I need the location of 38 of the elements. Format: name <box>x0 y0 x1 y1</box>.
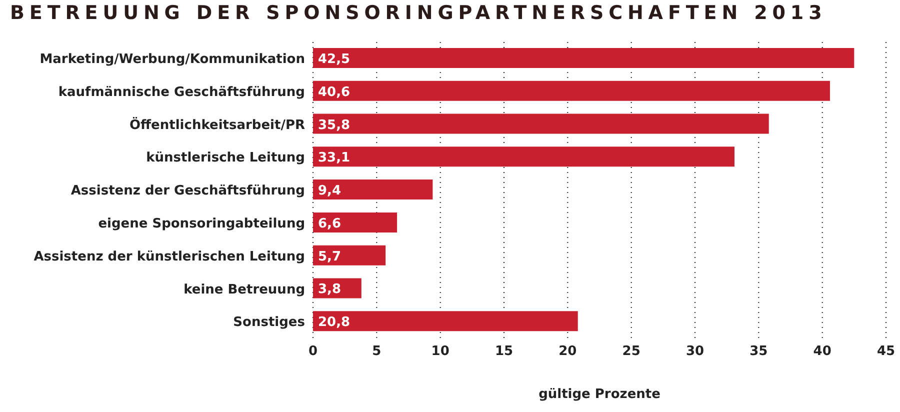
data-label: 33,1 <box>318 150 350 166</box>
data-label: 9,4 <box>318 184 342 199</box>
x-tick-label: 30 <box>686 344 704 360</box>
y-tick-label: Assistenz der Geschäftsführung <box>70 184 305 199</box>
y-tick-label: künstlerische Leitung <box>146 150 305 166</box>
y-tick-label: kaufmännische Geschäftsführung <box>58 84 305 100</box>
bar <box>313 80 830 101</box>
data-label: 42,5 <box>318 52 350 67</box>
bar <box>313 48 854 68</box>
data-label: 20,8 <box>318 315 350 330</box>
y-tick-label: Sonstiges <box>233 315 306 330</box>
x-tick-label: 10 <box>431 344 450 360</box>
x-tick-label: 35 <box>750 344 768 360</box>
bar <box>313 180 433 200</box>
data-label: 40,6 <box>318 84 350 100</box>
bar <box>313 212 398 232</box>
y-tick-label: Assistenz der künstlerischen Leitung <box>34 249 305 264</box>
chart-title: BETREUUNG DER SPONSORINGPARTNERSCHAFTEN 2013 <box>10 2 827 24</box>
data-label: 35,8 <box>318 118 350 133</box>
bar <box>313 114 769 134</box>
x-tick-label: 0 <box>308 344 318 360</box>
bar <box>313 311 578 332</box>
y-tick-label: Öffentlichkeitsarbeit/PR <box>129 116 305 133</box>
y-tick-label: eigene Sponsoringabteilung <box>98 216 305 232</box>
bar <box>313 146 734 167</box>
y-tick-label: keine Betreuung <box>184 282 305 298</box>
x-tick-label: 40 <box>813 344 832 360</box>
x-axis-title: gültige Prozente <box>538 387 661 402</box>
bar <box>313 245 386 266</box>
data-label: 3,8 <box>318 282 342 298</box>
x-tick-label: 5 <box>372 344 382 360</box>
x-tick-label: 15 <box>494 344 514 360</box>
x-tick-label: 25 <box>622 344 640 360</box>
x-tick-label: 45 <box>876 344 896 360</box>
data-label: 5,7 <box>318 249 342 264</box>
y-tick-label: Marketing/Werbung/Kommunikation <box>40 52 305 68</box>
x-tick-label: 20 <box>558 344 577 360</box>
data-label: 6,6 <box>318 216 342 232</box>
